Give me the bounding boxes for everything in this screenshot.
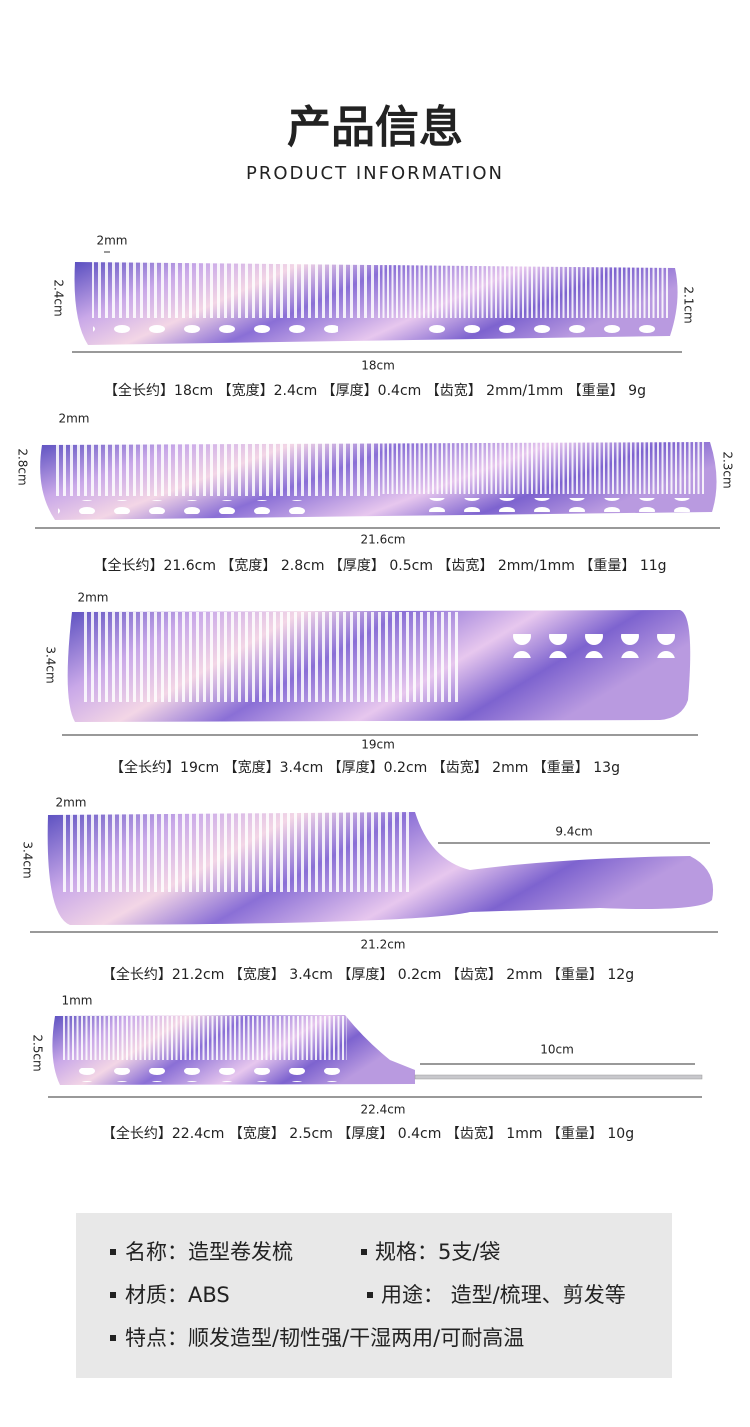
tooth-label: 2mm	[55, 796, 86, 810]
bullet	[367, 1292, 373, 1298]
comb-teeth	[380, 262, 670, 318]
length-label: 18cm	[361, 359, 395, 373]
comb-teeth	[82, 612, 462, 702]
comb-holes	[93, 322, 338, 336]
info-item: 用途： 造型/梳理、剪发等	[381, 1283, 626, 1307]
pin-label: 10cm	[540, 1043, 574, 1057]
bullet	[110, 1335, 116, 1341]
end-label: 2.3cm	[721, 451, 735, 488]
info-box	[76, 1213, 672, 1378]
specs: 【全长约】18cm 【宽度】2.4cm 【厚度】0.4cm 【齿宽】 2mm/1…	[104, 382, 646, 399]
height-label: 3.4cm	[21, 841, 35, 878]
comb-holes	[425, 322, 670, 336]
comb-4: 2mm 3.4cm 9.4cm 21.2cm 【全长约】21.2cm 【宽度】 …	[21, 796, 718, 983]
specs: 【全长约】19cm 【宽度】3.4cm 【厚度】0.2cm 【齿宽】 2mm 【…	[110, 759, 620, 776]
height-label: 2.8cm	[16, 448, 30, 485]
info-item: 材质：ABS	[125, 1283, 230, 1307]
comb-holes	[58, 500, 318, 514]
comb-5: 1mm 2.5cm 10cm 22.4cm 【全长约】22.4cm 【宽度】 2…	[31, 994, 703, 1142]
height-label: 2.5cm	[31, 1034, 45, 1071]
end-label: 2.1cm	[682, 286, 696, 323]
bullet	[110, 1249, 116, 1255]
specs: 【全长约】21.2cm 【宽度】 3.4cm 【厚度】 0.2cm 【齿宽】 2…	[102, 966, 634, 983]
tooth-label: 2mm	[77, 591, 108, 605]
bullet	[361, 1249, 367, 1255]
comb-3: 2mm 3.4cm 19cm 【全长约】19cm 【宽度】3.4cm 【厚度】0…	[44, 591, 698, 776]
handle-label: 9.4cm	[555, 825, 592, 839]
comb-teeth	[55, 430, 380, 496]
comb-teeth	[92, 258, 380, 318]
subtitle: PRODUCT INFORMATION	[246, 163, 504, 184]
comb-teeth	[62, 1016, 347, 1060]
length-label: 21.2cm	[360, 938, 405, 952]
info-item: 特点：顺发造型/韧性强/干湿两用/可耐高温	[125, 1326, 524, 1350]
info-item: 名称：造型卷发梳	[125, 1240, 293, 1264]
comb-2: 2mm 2.8cm 2.3cm 21.6cm 【全长约】21.6cm 【宽度】 …	[16, 412, 735, 575]
height-label: 2.4cm	[52, 279, 66, 316]
length-label: 19cm	[361, 738, 395, 752]
bullet	[110, 1292, 116, 1298]
comb-teeth	[62, 812, 412, 892]
length-label: 22.4cm	[360, 1103, 405, 1117]
comb-pin	[414, 1074, 703, 1080]
comb-holes	[504, 634, 684, 658]
length-label: 21.6cm	[360, 533, 405, 547]
comb-holes	[68, 1068, 358, 1082]
comb-1: 2mm 2.4cm 2.1cm 18cm 【全长约】18cm 【宽度】2.4cm…	[52, 234, 696, 400]
tooth-label: 2mm	[96, 234, 127, 248]
specs: 【全长约】22.4cm 【宽度】 2.5cm 【厚度】 0.4cm 【齿宽】 1…	[102, 1125, 634, 1142]
height-label: 3.4cm	[44, 646, 58, 683]
comb-holes	[420, 498, 700, 512]
tooth-label: 1mm	[61, 994, 92, 1008]
info-item: 规格：5支/袋	[375, 1240, 500, 1264]
comb-teeth	[382, 432, 704, 494]
specs: 【全长约】21.6cm 【宽度】 2.8cm 【厚度】 0.5cm 【齿宽】 2…	[93, 557, 666, 574]
tooth-label: 2mm	[58, 412, 89, 426]
title: 产品信息	[287, 102, 463, 153]
